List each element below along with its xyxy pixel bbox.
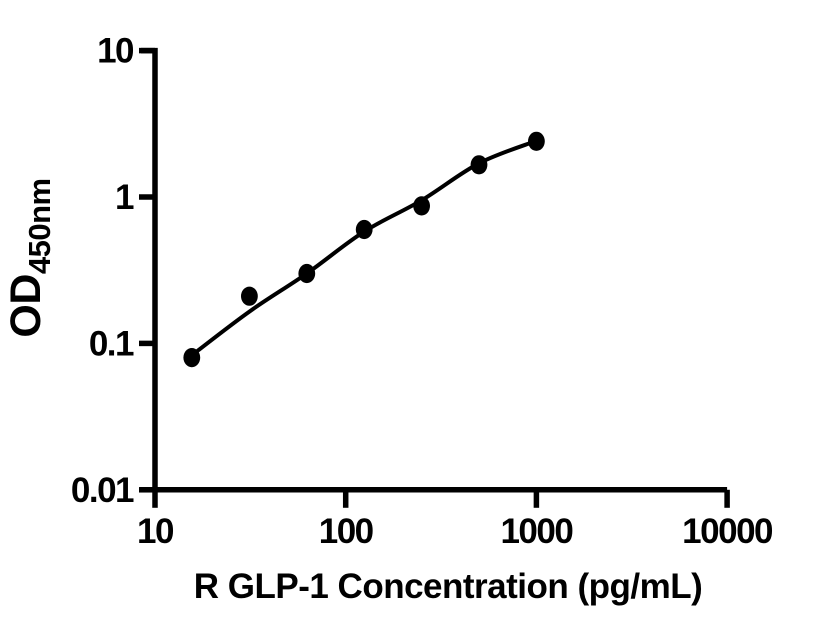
x-axis-tick-labels: 10 100 1000 10000 — [137, 512, 775, 551]
y-tick-label-0.01: 0.01 — [71, 471, 134, 510]
data-points — [183, 131, 545, 368]
data-point-marker — [298, 263, 316, 284]
data-point-marker — [470, 155, 488, 175]
y-axis-title-subscript: 450nm — [22, 178, 57, 274]
data-point-marker — [528, 131, 545, 151]
y-tick-label-1: 1 — [115, 178, 134, 217]
y-tick-label-10: 10 — [97, 32, 134, 71]
x-axis-title: R GLP-1 Concentration (pg/mL) — [194, 567, 703, 606]
x-axis-ticks — [152, 489, 730, 508]
x-tick-label-10: 10 — [137, 512, 174, 551]
data-point-marker — [413, 196, 430, 216]
y-axis-tick-labels: 10 1 0.1 0.01 — [71, 32, 136, 510]
axes — [140, 47, 728, 493]
y-axis-title-main: OD — [2, 274, 50, 338]
fit-curve-line — [190, 138, 538, 357]
x-tick-label-10000: 10000 — [682, 512, 773, 551]
x-tick-label-1000: 1000 — [500, 512, 573, 551]
data-point-marker — [355, 219, 373, 240]
y-tick-label-0.1: 0.1 — [89, 324, 134, 363]
data-point-marker — [183, 348, 201, 368]
x-tick-label-100: 100 — [319, 512, 374, 551]
y-axis-title: OD450nm — [2, 178, 57, 337]
data-point-marker — [241, 286, 258, 306]
